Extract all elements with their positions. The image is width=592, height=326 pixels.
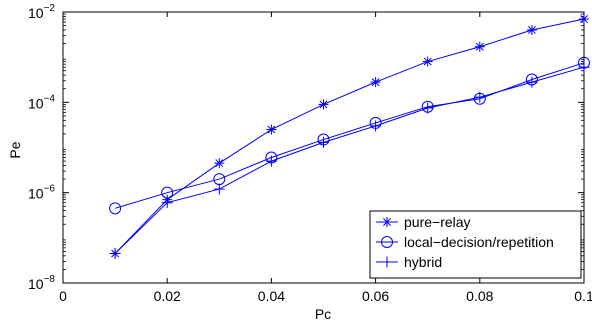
series-3-point xyxy=(213,183,225,195)
series-layer xyxy=(109,13,590,259)
series-2-point xyxy=(109,202,122,215)
series-1-point xyxy=(318,99,329,110)
legend-entry-2-marker xyxy=(381,236,393,248)
x-tick-label: 0 xyxy=(59,288,67,304)
x-tick-label: 0.04 xyxy=(258,288,285,304)
y-tick-label: 10−8 xyxy=(28,274,55,292)
series-3-point xyxy=(318,136,329,148)
y-axis-label: Pe xyxy=(7,141,23,158)
series-1-line xyxy=(114,18,585,254)
x-tick-label: 0.1 xyxy=(574,288,592,304)
series-1-point-d2 xyxy=(267,125,276,134)
legend-box xyxy=(369,210,582,279)
series-2-line xyxy=(114,62,585,209)
x-tick-label: 0.08 xyxy=(466,288,493,304)
series-1-point xyxy=(526,24,537,35)
x-tick-labels: 0 0.02 0.04 0.06 0.08 0.1 xyxy=(59,288,592,304)
legend-entry-2: local−decision/repetition xyxy=(376,234,554,250)
series-1-point-d2 xyxy=(215,159,224,168)
series-1-point-d2 xyxy=(423,57,432,66)
series-3 xyxy=(109,61,590,259)
x-axis-label: Pc xyxy=(315,306,331,322)
series-1-point-d2 xyxy=(475,42,484,51)
legend-entry-1-label: pure−relay xyxy=(404,214,471,230)
series-1-point xyxy=(266,124,277,135)
series-1-point xyxy=(474,41,485,52)
legend-entry-1-marker-d2 xyxy=(383,218,391,226)
series-1-point xyxy=(370,77,381,88)
y-tick-label: 10−2 xyxy=(28,3,55,21)
legend: pure−relay local−decision/repetition hybri… xyxy=(369,210,582,279)
legend-entry-1-marker xyxy=(382,217,392,227)
x-tick-label: 0.02 xyxy=(154,288,181,304)
series-3-point xyxy=(526,76,538,88)
series-3-point xyxy=(109,247,121,259)
series-3-line xyxy=(114,66,585,254)
series-3-point xyxy=(265,155,277,167)
y-tick-labels: 10−8 10−6 10−4 10−2 xyxy=(28,3,55,292)
series-3-point xyxy=(370,120,382,132)
series-3-point xyxy=(474,91,486,103)
legend-entry-1: pure−relay xyxy=(376,214,471,230)
legend-entry-3-label: hybrid xyxy=(404,254,442,270)
series-1-point xyxy=(579,13,589,24)
y-tick-label: 10−4 xyxy=(28,93,55,111)
y-tick-label: 10−6 xyxy=(28,184,55,202)
series-1-point-d2 xyxy=(580,15,588,23)
series-1-point xyxy=(422,56,433,67)
series-3-point xyxy=(578,61,590,73)
series-1-point-d2 xyxy=(319,100,328,109)
legend-entry-2-label: local−decision/repetition xyxy=(404,234,554,250)
legend-entry-3: hybrid xyxy=(376,254,442,270)
series-1-point xyxy=(214,158,225,169)
series-1-point-d2 xyxy=(527,26,536,34)
x-tick-label: 0.06 xyxy=(362,288,389,304)
legend-entry-3-marker xyxy=(381,256,393,268)
series-3-point xyxy=(161,197,173,209)
series-1-point-d2 xyxy=(371,78,380,87)
series-3-point xyxy=(422,102,434,114)
